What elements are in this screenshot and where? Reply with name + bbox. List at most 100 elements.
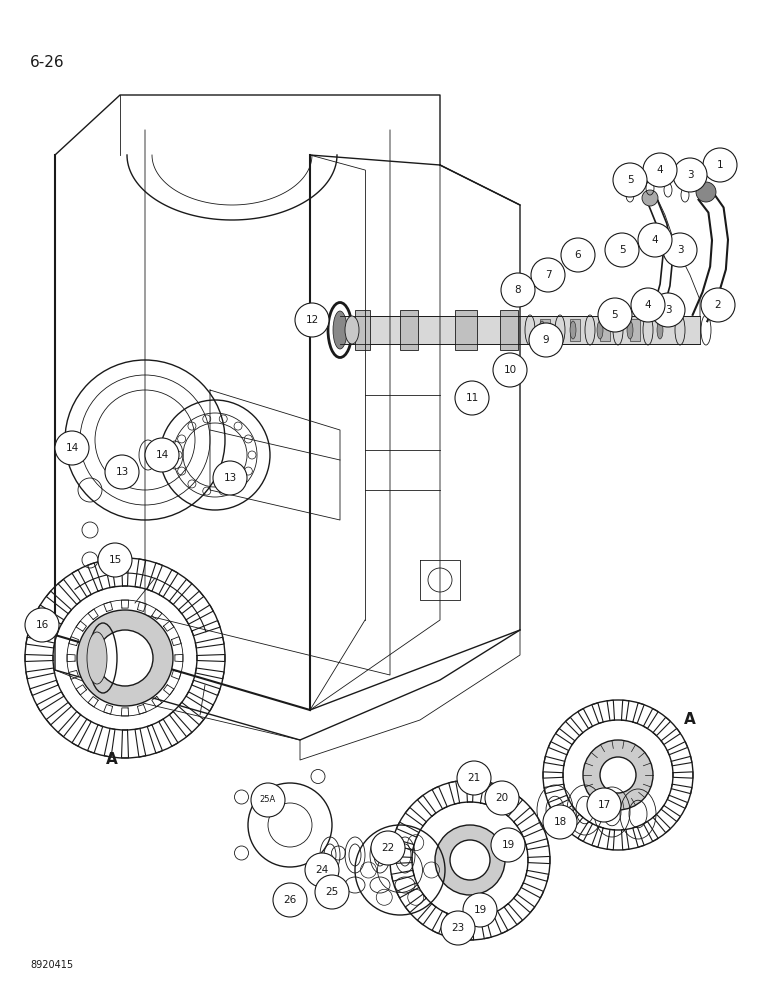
Text: 19: 19 [501,840,515,850]
Circle shape [643,153,677,187]
Circle shape [305,853,339,887]
Circle shape [295,303,329,337]
Circle shape [145,438,179,472]
Circle shape [561,238,595,272]
Polygon shape [500,310,518,350]
Circle shape [638,223,672,257]
Ellipse shape [570,321,576,339]
Ellipse shape [627,321,633,339]
Circle shape [587,788,621,822]
Circle shape [701,288,735,322]
Text: 8: 8 [515,285,521,295]
Circle shape [435,825,505,895]
Polygon shape [540,319,550,341]
Text: 17: 17 [598,800,611,810]
Ellipse shape [597,321,603,339]
Text: 6-26: 6-26 [30,55,65,70]
Circle shape [213,461,247,495]
Circle shape [251,783,285,817]
Text: 15: 15 [108,555,122,565]
Text: 10: 10 [503,365,516,375]
Circle shape [450,840,490,880]
Text: 3: 3 [677,245,683,255]
Circle shape [696,182,716,202]
Text: 26: 26 [283,895,296,905]
Text: 11: 11 [466,393,479,403]
Circle shape [457,761,491,795]
Text: 4: 4 [652,235,659,245]
Circle shape [543,805,577,839]
Circle shape [598,298,632,332]
Circle shape [77,610,173,706]
Circle shape [651,293,685,327]
Text: 5: 5 [618,245,625,255]
Polygon shape [570,319,580,341]
Text: 3: 3 [686,170,693,180]
Text: 14: 14 [155,450,168,460]
Text: 7: 7 [545,270,551,280]
Text: 23: 23 [452,923,465,933]
Text: 16: 16 [36,620,49,630]
Text: 3: 3 [665,305,672,315]
Text: 25A: 25A [260,796,276,804]
Text: 24: 24 [316,865,329,875]
Text: 1: 1 [716,160,723,170]
Circle shape [25,608,59,642]
Text: 4: 4 [657,165,663,175]
Circle shape [105,455,139,489]
Text: 25: 25 [325,887,339,897]
Polygon shape [400,310,418,350]
Ellipse shape [539,321,545,339]
Circle shape [583,740,653,810]
Text: 5: 5 [611,310,618,320]
Ellipse shape [345,316,359,344]
Circle shape [97,630,153,686]
Text: 12: 12 [306,315,319,325]
Circle shape [463,893,497,927]
Circle shape [315,875,349,909]
Circle shape [501,273,535,307]
Text: 13: 13 [115,467,129,477]
Circle shape [371,831,405,865]
Text: 22: 22 [381,843,394,853]
Polygon shape [355,310,370,350]
Text: A: A [106,752,118,768]
Circle shape [605,233,639,267]
Text: 2: 2 [715,300,721,310]
Circle shape [663,233,697,267]
Circle shape [613,163,647,197]
Circle shape [642,190,658,206]
Text: 14: 14 [66,443,79,453]
Circle shape [485,781,519,815]
Text: 9: 9 [543,335,550,345]
Text: 19: 19 [473,905,486,915]
Circle shape [55,431,89,465]
Text: 6: 6 [574,250,581,260]
Circle shape [273,883,307,917]
Circle shape [455,381,489,415]
Circle shape [529,323,563,357]
Ellipse shape [87,632,107,684]
Circle shape [531,258,565,292]
Text: 20: 20 [496,793,509,803]
Text: 13: 13 [223,473,237,483]
Ellipse shape [333,311,347,349]
Ellipse shape [657,321,663,339]
Text: 5: 5 [627,175,633,185]
Circle shape [98,543,132,577]
Text: 21: 21 [467,773,481,783]
Text: 4: 4 [645,300,652,310]
Circle shape [493,353,527,387]
Polygon shape [600,319,610,341]
Circle shape [703,148,737,182]
Text: 8920415: 8920415 [30,960,73,970]
Circle shape [441,911,475,945]
Text: 18: 18 [554,817,567,827]
Circle shape [631,288,665,322]
Circle shape [491,828,525,862]
Polygon shape [630,319,640,341]
Polygon shape [340,316,700,344]
Circle shape [673,158,707,192]
Circle shape [600,757,636,793]
Polygon shape [455,310,477,350]
